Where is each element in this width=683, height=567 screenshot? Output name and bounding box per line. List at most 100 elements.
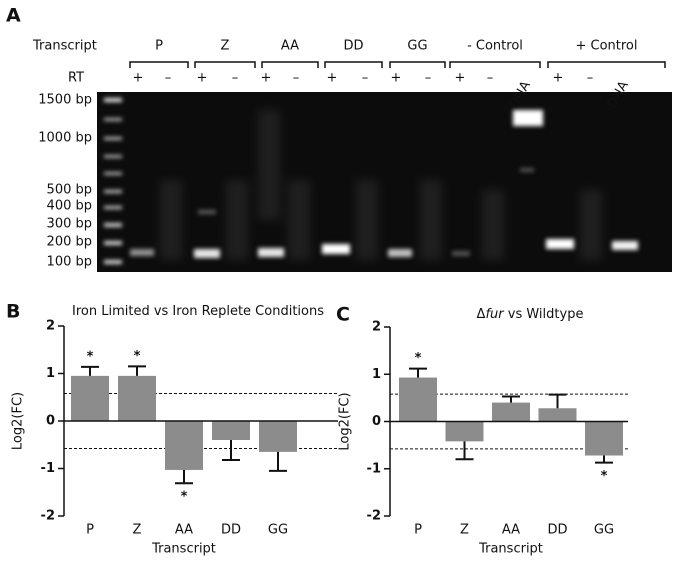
lane-label: – bbox=[293, 71, 300, 86]
y-tick-label: -2 bbox=[367, 509, 381, 524]
bar bbox=[399, 377, 437, 422]
bar bbox=[212, 421, 250, 440]
chart-title: Iron Limited vs Iron Replete Conditions bbox=[72, 304, 324, 319]
y-tick-label: 0 bbox=[46, 414, 55, 429]
error-bar bbox=[222, 440, 240, 461]
lane-label: + bbox=[197, 71, 208, 86]
significance-marker: * bbox=[134, 349, 141, 364]
y-axis-label: Log2(FC) bbox=[338, 392, 353, 450]
lane-label: – bbox=[487, 71, 494, 86]
group-bracket bbox=[389, 61, 446, 68]
error-bar bbox=[595, 455, 613, 464]
ladder-label: 1000 bp bbox=[38, 131, 92, 146]
rt-label: RT bbox=[68, 71, 84, 86]
x-tick-label: P bbox=[86, 523, 94, 538]
y-tick-label: -2 bbox=[41, 509, 55, 524]
group-bracket bbox=[324, 61, 383, 68]
x-tick-label: GG bbox=[268, 523, 288, 538]
x-tick-label: GG bbox=[594, 523, 614, 538]
significance-marker: * bbox=[181, 490, 188, 505]
title-part: vs Wildtype bbox=[504, 307, 584, 322]
title-part: Iron Limited vs Iron Replete Conditions bbox=[72, 304, 324, 319]
significance-marker: * bbox=[415, 351, 422, 366]
panel-label: B bbox=[6, 301, 20, 323]
ladder-label: 200 bp bbox=[47, 235, 92, 250]
x-tick-label: AA bbox=[502, 523, 520, 538]
bar bbox=[118, 375, 156, 421]
error-bar bbox=[128, 365, 146, 376]
lane-label: + bbox=[261, 71, 272, 86]
group-bracket bbox=[449, 61, 541, 68]
lane-label: – bbox=[165, 71, 172, 86]
lane-label: + bbox=[553, 71, 564, 86]
title-part: Δ bbox=[477, 307, 486, 322]
group-bracket bbox=[194, 61, 256, 68]
lane-label: + bbox=[327, 71, 338, 86]
bar bbox=[492, 402, 530, 422]
y-tick-label: 1 bbox=[372, 367, 381, 382]
bar bbox=[585, 421, 623, 456]
group-label: AA bbox=[281, 39, 299, 54]
panel-label: A bbox=[6, 5, 21, 27]
ladder-label: 1500 bp bbox=[38, 93, 92, 108]
lane-label: – bbox=[362, 71, 369, 86]
y-tick-label: -1 bbox=[41, 461, 55, 476]
group-label: - Control bbox=[467, 39, 523, 54]
lane-label: + bbox=[391, 71, 402, 86]
y-tick-label: 2 bbox=[46, 319, 55, 334]
x-tick-label: Z bbox=[133, 523, 142, 538]
bar bbox=[259, 421, 297, 452]
x-tick-label: Z bbox=[460, 523, 469, 538]
lane-label: + bbox=[455, 71, 466, 86]
sample-bands bbox=[130, 110, 638, 258]
x-axis-label: Transcript bbox=[151, 542, 216, 557]
lane-label: – bbox=[587, 71, 594, 86]
lane-label: + bbox=[133, 71, 144, 86]
significance-marker: * bbox=[601, 469, 608, 484]
group-bracket bbox=[129, 61, 189, 68]
error-bar bbox=[548, 393, 567, 409]
error-bar bbox=[455, 441, 474, 461]
chart-title: Δfur vs Wildtype bbox=[477, 307, 584, 322]
ladder-label: 300 bp bbox=[47, 217, 92, 232]
group-label: DD bbox=[343, 39, 363, 54]
group-label: GG bbox=[407, 39, 427, 54]
significance-marker: * bbox=[87, 349, 94, 364]
group-label: P bbox=[155, 39, 163, 54]
error-bar bbox=[269, 451, 287, 472]
bar bbox=[445, 421, 484, 442]
error-bar bbox=[502, 395, 520, 403]
x-axis-label: Transcript bbox=[478, 542, 543, 557]
gel-image bbox=[97, 92, 672, 272]
y-tick-label: -1 bbox=[367, 461, 381, 476]
error-bar bbox=[81, 365, 99, 376]
ladder-label: 100 bp bbox=[47, 255, 92, 270]
transcript-label: Transcript bbox=[32, 39, 97, 54]
group-bracket bbox=[261, 61, 319, 68]
panel-label: C bbox=[336, 304, 350, 326]
bar bbox=[71, 375, 109, 421]
error-bar bbox=[175, 469, 193, 485]
smears bbox=[160, 110, 602, 260]
group-bracket bbox=[547, 61, 666, 68]
lane-label: – bbox=[232, 71, 239, 86]
bar bbox=[538, 408, 577, 422]
x-tick-label: DD bbox=[547, 523, 567, 538]
y-tick-label: 0 bbox=[372, 414, 381, 429]
bar bbox=[165, 421, 203, 470]
y-tick-label: 1 bbox=[46, 366, 55, 381]
title-part: fur bbox=[485, 307, 505, 322]
x-tick-label: AA bbox=[175, 523, 193, 538]
lane-label: – bbox=[425, 71, 432, 86]
group-label: Z bbox=[221, 39, 230, 54]
ladder-bands bbox=[104, 98, 122, 264]
ladder-label: 400 bp bbox=[47, 199, 92, 214]
error-bar bbox=[409, 367, 427, 378]
x-tick-label: DD bbox=[221, 523, 241, 538]
x-tick-label: P bbox=[414, 523, 422, 538]
group-label: + Control bbox=[575, 39, 637, 54]
ladder-label: 500 bp bbox=[47, 183, 92, 198]
y-axis-label: Log2(FC) bbox=[11, 392, 26, 450]
y-tick-label: 2 bbox=[372, 320, 381, 335]
